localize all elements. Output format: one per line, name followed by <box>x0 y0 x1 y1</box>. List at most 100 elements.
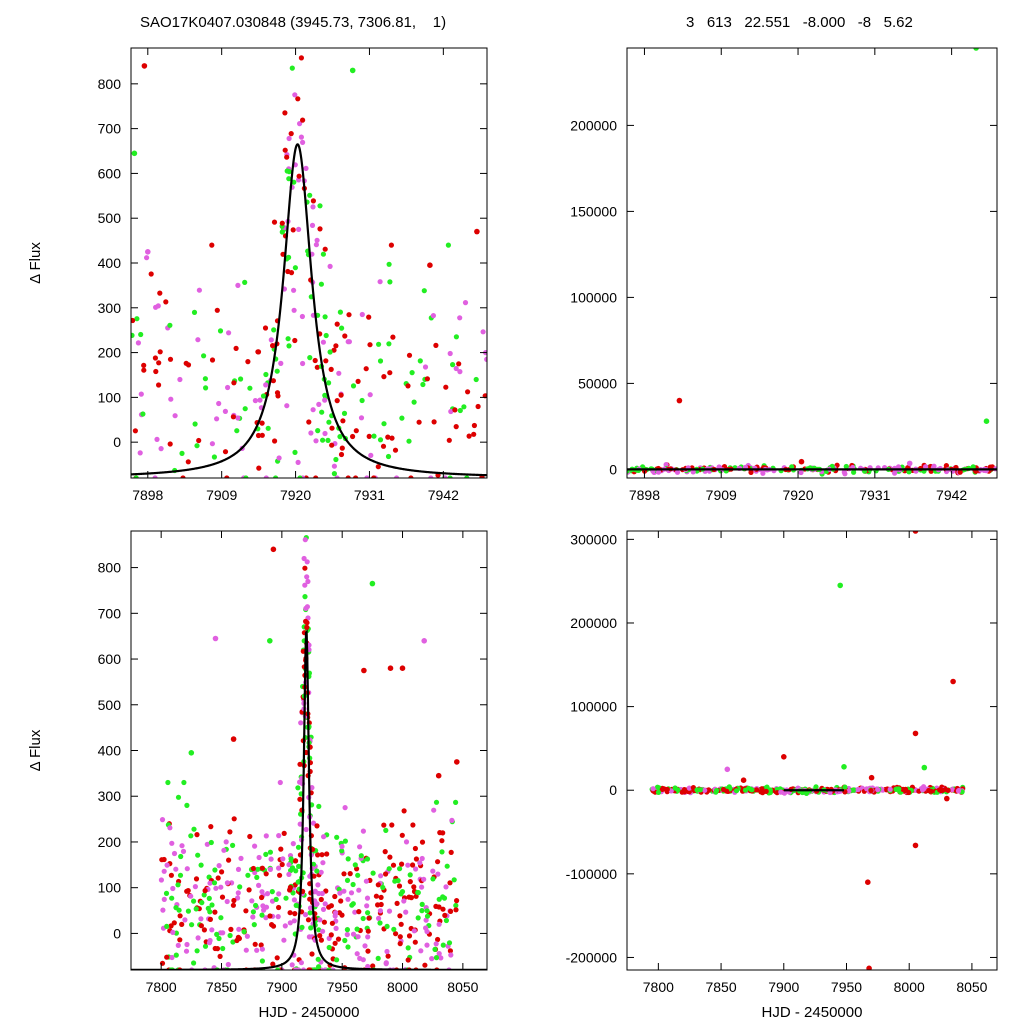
data-point <box>748 469 754 475</box>
data-point <box>291 287 297 293</box>
data-point <box>237 884 243 890</box>
x-tick-label: 7931 <box>354 487 385 503</box>
data-point <box>309 222 316 228</box>
data-point <box>367 342 373 348</box>
data-point <box>235 895 241 901</box>
data-point <box>864 786 870 792</box>
y-tick-label: 0 <box>609 782 617 798</box>
data-point <box>201 892 207 898</box>
y-tick-label: 200 <box>98 345 122 361</box>
data-point <box>432 946 438 953</box>
data-point <box>195 337 201 343</box>
data-point <box>230 414 236 420</box>
data-point <box>841 469 847 475</box>
data-point <box>923 464 929 470</box>
data-point <box>361 667 367 674</box>
data-point <box>131 150 138 157</box>
data-point <box>188 750 195 756</box>
data-point <box>415 915 421 921</box>
data-point <box>183 948 190 954</box>
data-point <box>300 139 306 145</box>
data-point <box>389 822 395 828</box>
data-point <box>339 843 345 850</box>
y-tick-label: 100000 <box>570 289 617 305</box>
data-point <box>172 413 178 419</box>
data-point <box>159 817 166 823</box>
data-point <box>433 799 440 805</box>
data-point <box>160 907 166 913</box>
data-point <box>332 893 338 900</box>
data-point <box>243 908 249 914</box>
data-point <box>295 459 301 465</box>
data-point <box>331 463 337 469</box>
data-point <box>377 279 383 285</box>
data-point <box>198 923 204 929</box>
data-point <box>216 863 222 869</box>
data-point <box>289 65 295 71</box>
data-point <box>316 964 322 970</box>
data-point <box>742 787 749 793</box>
x-tick-label: 7909 <box>206 487 237 503</box>
data-point <box>262 325 269 331</box>
data-point <box>171 920 177 926</box>
data-point <box>219 894 226 900</box>
y-tick-label: 800 <box>98 560 122 576</box>
data-point <box>381 374 387 380</box>
data-point <box>433 955 440 961</box>
data-point <box>454 898 460 904</box>
data-point <box>411 928 417 934</box>
data-point <box>296 863 302 870</box>
data-point <box>224 880 230 886</box>
data-point <box>300 967 307 970</box>
data-point <box>235 890 241 896</box>
data-point <box>195 935 201 941</box>
data-point <box>348 890 355 896</box>
x-tick-label: 7950 <box>327 979 358 995</box>
data-point <box>405 957 411 963</box>
data-point <box>366 433 372 439</box>
data-point <box>350 881 356 888</box>
data-point <box>263 904 270 910</box>
data-point <box>304 559 310 565</box>
data-point <box>424 942 430 948</box>
data-point <box>259 420 265 426</box>
y-tick-label: 300 <box>98 300 122 316</box>
data-point <box>286 862 292 868</box>
data-point <box>302 582 308 588</box>
data-point <box>380 884 386 891</box>
data-point <box>270 343 276 349</box>
data-point <box>449 817 455 824</box>
data-point <box>386 866 392 872</box>
plot-frame <box>626 530 998 971</box>
data-point <box>334 321 340 327</box>
data-point <box>194 832 200 838</box>
data-point <box>269 922 275 928</box>
data-point <box>346 339 352 345</box>
data-point <box>360 915 366 922</box>
y-tick-label: 0 <box>609 461 617 477</box>
data-point <box>385 453 392 460</box>
data-point <box>131 332 135 338</box>
data-point <box>302 594 308 600</box>
data-point <box>273 896 279 903</box>
data-point <box>235 415 241 421</box>
data-point <box>286 343 292 349</box>
data-point <box>173 905 179 911</box>
data-point <box>397 941 403 947</box>
data-point <box>320 251 326 257</box>
data-point <box>453 365 459 372</box>
data-point <box>183 360 189 366</box>
y-tick-label: 600 <box>98 651 122 667</box>
data-point <box>419 884 425 890</box>
data-point <box>230 902 236 908</box>
data-point <box>403 909 409 915</box>
data-point <box>366 314 372 320</box>
data-point <box>177 913 183 919</box>
data-point <box>437 830 443 836</box>
data-point <box>292 337 298 344</box>
data-point <box>394 475 400 478</box>
data-point <box>177 376 183 383</box>
data-point <box>320 860 326 866</box>
data-point <box>324 851 330 857</box>
data-point <box>138 391 144 397</box>
